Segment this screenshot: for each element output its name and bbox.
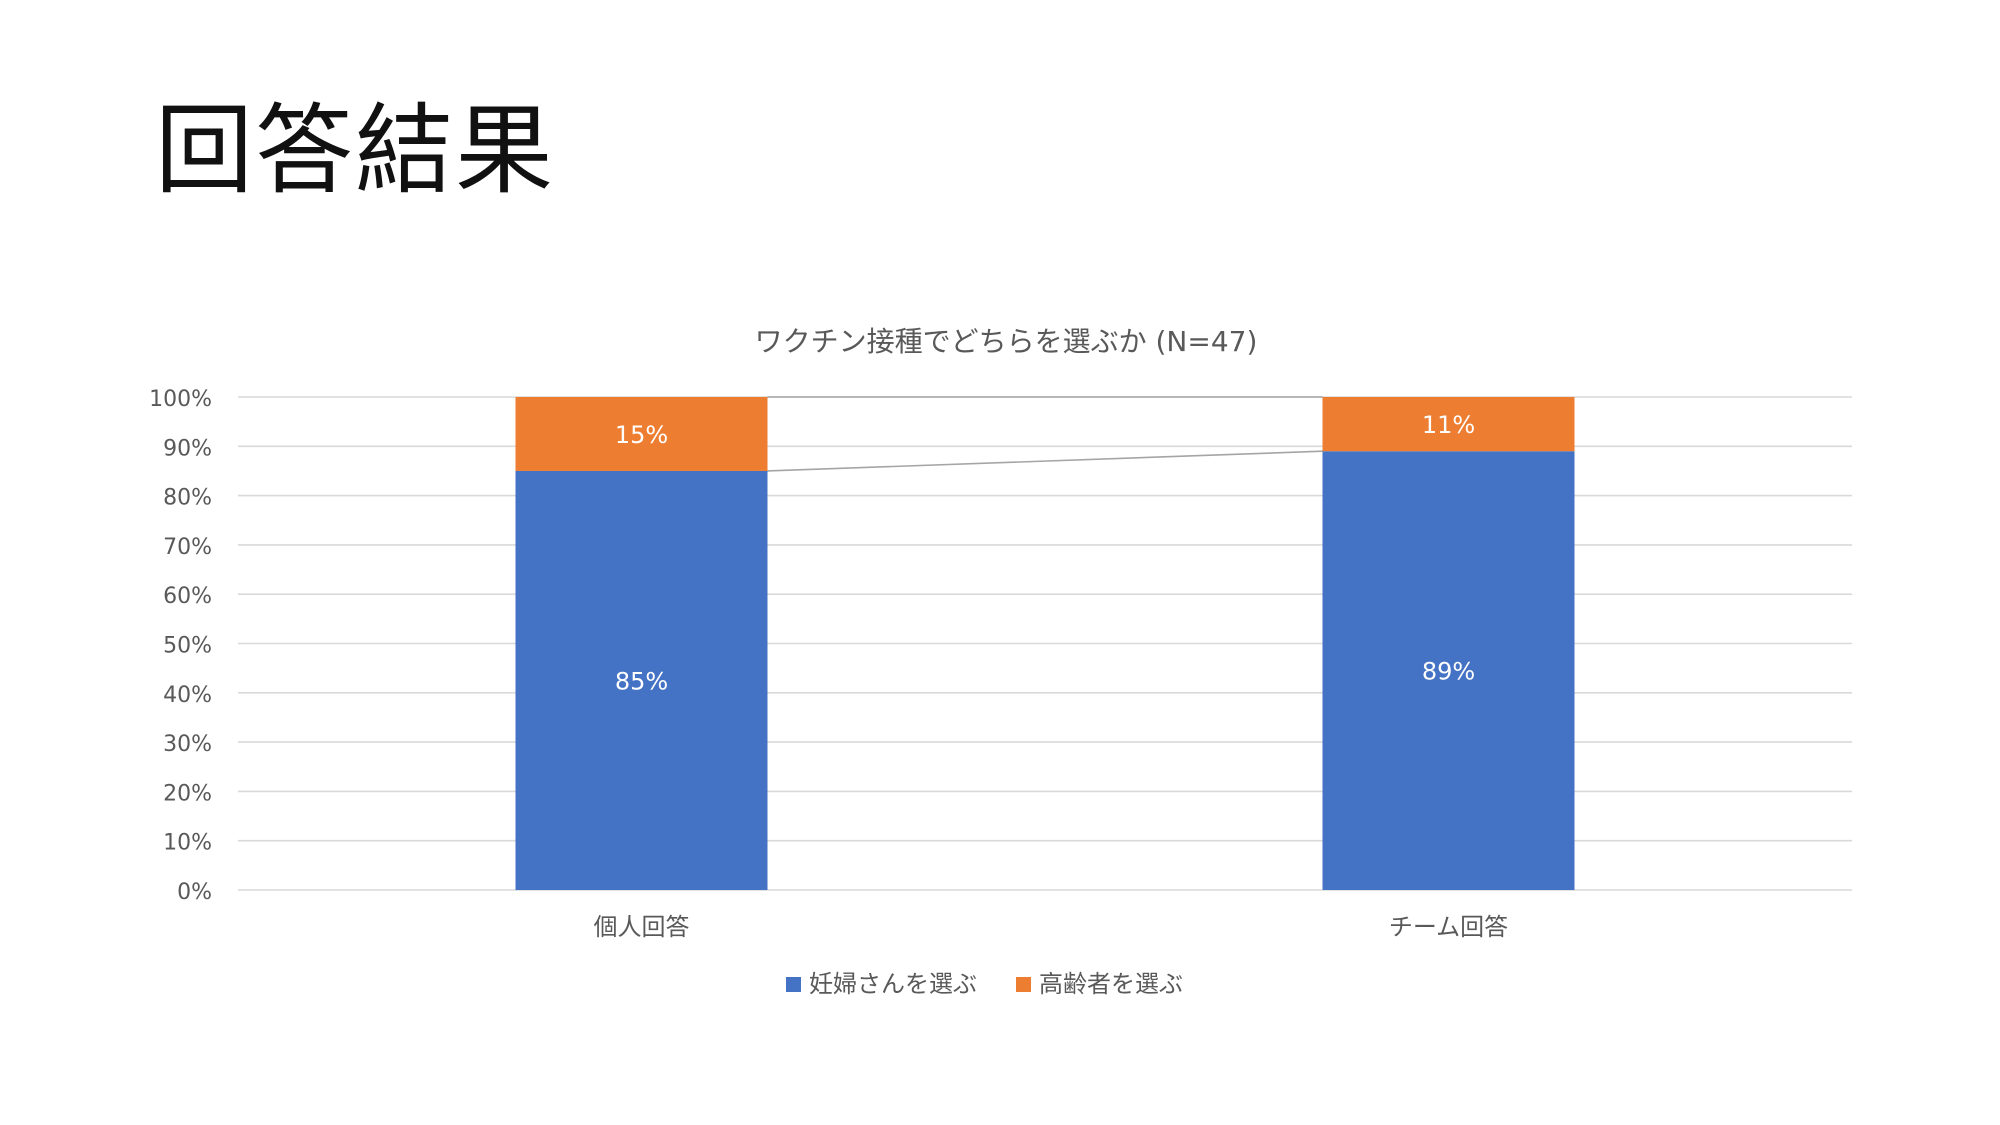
y-tick-label: 40% — [163, 683, 212, 708]
legend-label: 高齢者を選ぶ — [1039, 970, 1183, 998]
gridlines — [238, 396, 1852, 891]
legend-swatch — [1016, 977, 1031, 992]
y-tick-label: 10% — [163, 831, 212, 856]
bar-segment — [1322, 397, 1575, 452]
y-tick-label: 90% — [163, 436, 212, 461]
y-tick-label: 20% — [163, 781, 212, 806]
data-label: 15% — [615, 421, 668, 449]
bars — [515, 397, 1575, 890]
bar-segment — [1322, 451, 1575, 890]
x-tick-label: チーム回答 — [1389, 913, 1508, 941]
slide-title: 回答結果 — [155, 94, 556, 208]
data-label: 85% — [615, 667, 668, 695]
x-axis-ticks: 個人回答 チーム回答 — [594, 913, 1509, 941]
bar-segment — [515, 470, 768, 890]
y-tick-label: 70% — [163, 535, 212, 560]
y-tick-label: 30% — [163, 732, 212, 757]
legend-label: 妊婦さんを選ぶ — [809, 970, 977, 998]
bar-segment — [515, 397, 768, 471]
y-axis-ticks: 0% 10% 20% 30% 40% 50% 60% 70% 80% 90% 100% — [149, 387, 212, 905]
data-label: 11% — [1422, 411, 1475, 439]
data-label: 89% — [1422, 658, 1475, 686]
y-tick-label: 0% — [177, 880, 212, 905]
chart-title: ワクチン接種でどちらを選ぶか (N=47) — [755, 325, 1258, 358]
series-lines — [767, 396, 1323, 472]
data-labels: 85% 15% 89% 11% — [615, 411, 1475, 695]
y-tick-label: 100% — [149, 387, 212, 412]
x-tick-label: 個人回答 — [594, 913, 690, 941]
y-tick-label: 80% — [163, 486, 212, 511]
legend: 妊婦さんを選ぶ 高齢者を選ぶ — [786, 970, 1183, 998]
legend-swatch — [786, 977, 801, 992]
series-line — [767, 450, 1323, 472]
y-tick-label: 50% — [163, 634, 212, 659]
y-tick-label: 60% — [163, 584, 212, 609]
